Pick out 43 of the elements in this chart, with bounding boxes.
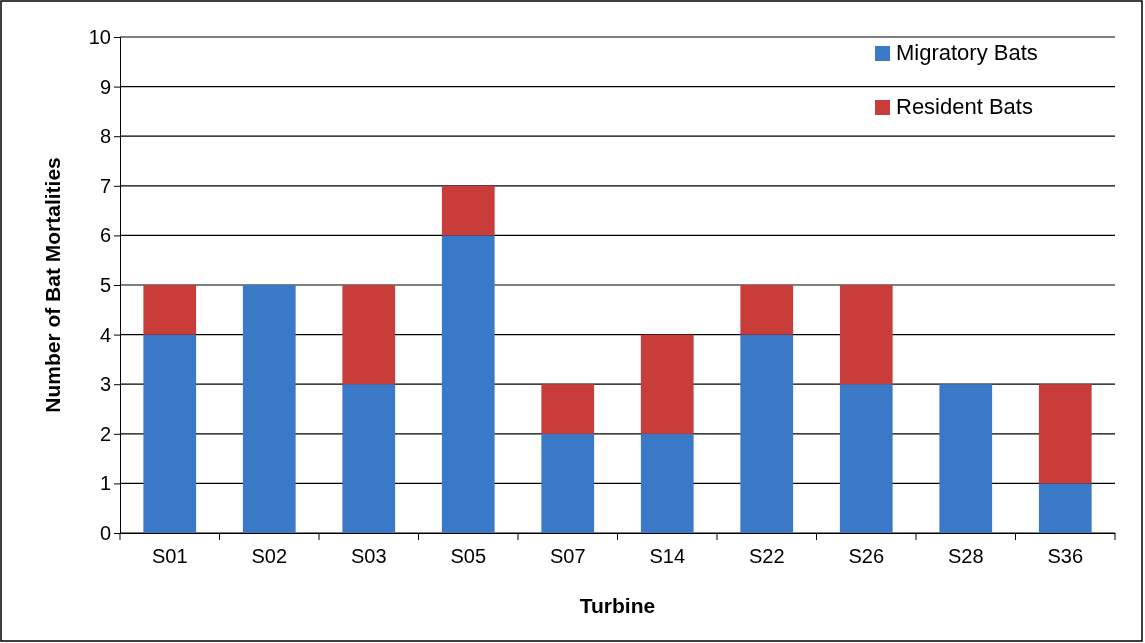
bar xyxy=(839,384,893,533)
x-tick-label: S36 xyxy=(1047,545,1084,568)
bar xyxy=(342,285,396,385)
y-tick-label: 8 xyxy=(99,125,111,148)
bar xyxy=(939,384,993,533)
bar xyxy=(143,285,197,335)
bar xyxy=(342,384,396,533)
bar xyxy=(441,235,495,533)
x-tick-label: S28 xyxy=(947,545,984,568)
x-tick-label: S01 xyxy=(151,545,188,568)
y-tick-label: 0 xyxy=(99,521,111,544)
y-tick-label: 9 xyxy=(99,75,111,98)
y-tick-label: 4 xyxy=(99,323,111,346)
bar xyxy=(441,185,495,236)
bar xyxy=(1038,483,1092,533)
bar xyxy=(740,285,794,335)
x-tick-label: S22 xyxy=(748,545,785,568)
y-tick-label: 7 xyxy=(99,174,111,197)
bar xyxy=(740,334,794,533)
bar xyxy=(640,334,694,434)
y-tick-label: 2 xyxy=(99,422,111,445)
x-tick-label: S07 xyxy=(549,545,586,568)
legend-label: Migratory Bats xyxy=(896,40,1038,65)
y-tick-label: 1 xyxy=(99,472,111,495)
x-tick-label: S03 xyxy=(350,545,387,568)
bar xyxy=(541,384,595,434)
x-axis-title: Turbine xyxy=(579,594,656,617)
bar xyxy=(640,433,694,533)
y-tick-label: 3 xyxy=(99,373,111,396)
x-tick-label: S26 xyxy=(848,545,885,568)
x-tick-label: S02 xyxy=(251,545,288,568)
bar xyxy=(242,285,296,533)
bar xyxy=(541,433,595,533)
bar xyxy=(143,334,197,533)
y-tick-label: 10 xyxy=(88,25,111,48)
y-tick-label: 5 xyxy=(99,273,111,296)
legend-label: Resident Bats xyxy=(896,94,1033,119)
bar xyxy=(839,285,893,385)
bar xyxy=(1038,384,1092,484)
x-tick-label: S14 xyxy=(649,545,686,568)
y-axis-title: Number of Bat Mortalities xyxy=(41,157,64,413)
y-tick-label: 6 xyxy=(99,224,111,247)
x-tick-label: S05 xyxy=(450,545,487,568)
